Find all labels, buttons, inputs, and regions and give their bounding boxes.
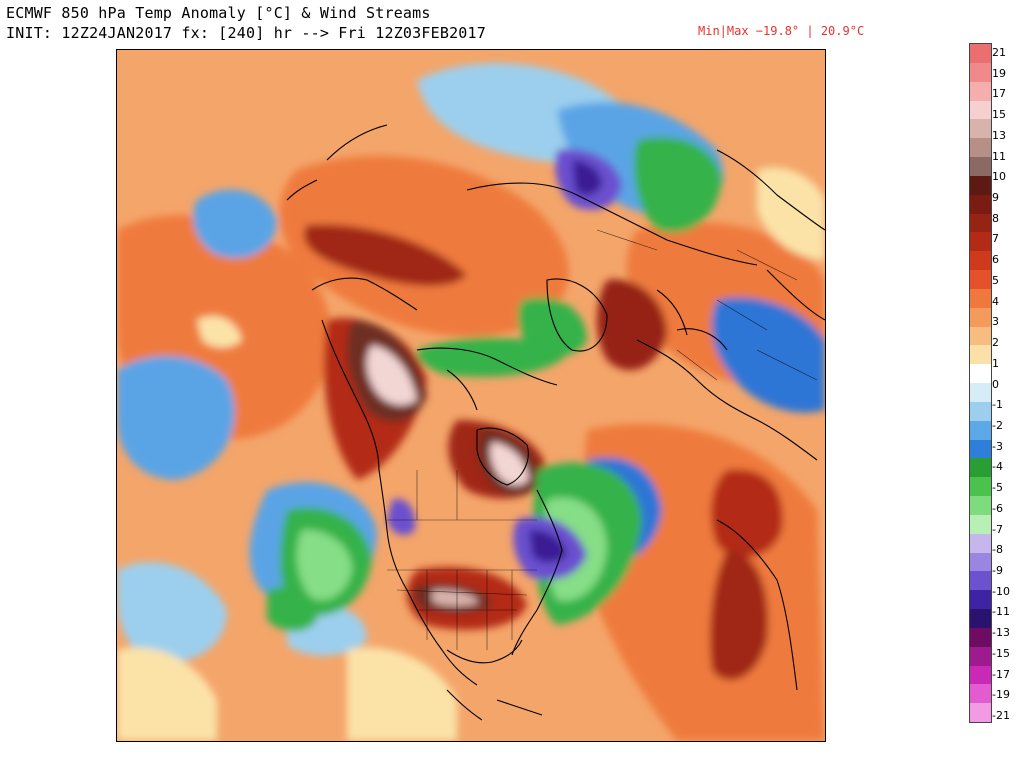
color-scale-label: -17 [992,667,1010,681]
color-scale-label: 21 [992,46,1006,59]
color-scale-label: 17 [992,87,1006,101]
color-scale-swatch [970,326,991,346]
color-scale-legend [969,43,992,723]
color-scale-swatch [970,119,991,139]
color-scale-label: 13 [992,128,1006,142]
color-scale-label: -13 [992,626,1010,640]
color-scale-label: -5 [992,481,1003,495]
color-scale-swatch [970,458,991,478]
color-scale-swatch [970,439,991,459]
color-scale-swatch [970,514,991,535]
color-scale-label: -1 [992,398,1003,412]
anomaly-map[interactable] [116,49,826,742]
color-scale-swatch [970,270,991,290]
color-scale-swatch [970,684,991,704]
init-forecast-line: INIT: 12Z24JAN2017 fx: [240] hr --> Fri … [6,24,486,42]
color-scale-label: -11 [992,605,1010,619]
color-scale-swatch [970,477,991,497]
color-scale-swatch [970,81,991,101]
color-scale-label: -19 [992,688,1010,702]
color-scale-label: -21 [992,709,1010,722]
color-scale-label: 15 [992,108,1006,122]
color-scale-swatch [970,232,991,252]
color-scale-swatch [970,307,991,327]
color-scale-label: 2 [992,336,999,350]
color-scale-swatch [970,345,991,365]
color-scale-label: 4 [992,294,999,308]
color-scale-label: -4 [992,460,1003,474]
color-scale-swatch [970,194,991,214]
color-scale-swatch [970,552,991,572]
color-scale-label: 19 [992,66,1006,80]
color-scale-swatch [970,175,991,196]
color-scale-swatch [970,496,991,516]
color-scale-swatch [970,627,991,648]
color-scale-label: 0 [992,377,999,391]
color-scale-label: -6 [992,501,1003,515]
color-scale-swatch [970,665,991,685]
color-scale-label: -9 [992,563,1003,577]
color-scale-label: 5 [992,273,999,287]
color-scale-swatch [970,646,991,666]
chart-title: ECMWF 850 hPa Temp Anomaly [°C] & Wind S… [6,4,431,22]
color-scale-label: 9 [992,191,999,205]
color-scale-swatch [970,401,991,422]
color-scale-label: -3 [992,439,1003,453]
min-max-readout: Min|Max −19.8° | 20.9°C [698,24,865,38]
color-scale-swatch [970,383,991,403]
coastlines [286,124,825,721]
color-scale-swatch [970,590,991,610]
color-scale-swatch [970,609,991,629]
color-scale-swatch [970,100,991,120]
color-scale-label: 10 [992,170,1006,184]
color-scale-label: -2 [992,418,1003,432]
color-scale-label: 7 [992,232,999,246]
color-scale-swatch [970,157,991,177]
color-scale-label: 11 [992,149,1006,163]
color-scale-swatch [970,138,991,158]
anomaly-field [117,63,825,741]
color-scale-swatch [970,44,991,64]
color-scale-swatch [970,251,991,271]
color-scale-swatch [970,213,991,233]
color-scale-label: 6 [992,253,999,267]
color-scale-label: 1 [992,356,999,370]
color-scale-swatch [970,703,991,723]
color-scale-swatch [970,364,991,384]
map-canvas [117,50,825,741]
color-scale-label: 8 [992,211,999,225]
color-scale-label: -15 [992,646,1010,660]
color-scale-swatch [970,533,991,553]
color-scale-swatch [970,571,991,591]
color-scale-label: 3 [992,315,999,329]
color-scale-label: -10 [992,584,1010,598]
color-scale-label: -8 [992,543,1003,557]
color-scale-swatch [970,420,991,440]
color-scale-label: -7 [992,522,1003,536]
color-scale-swatch [970,62,991,83]
color-scale-swatch [970,288,991,309]
political-boundaries [387,229,818,650]
